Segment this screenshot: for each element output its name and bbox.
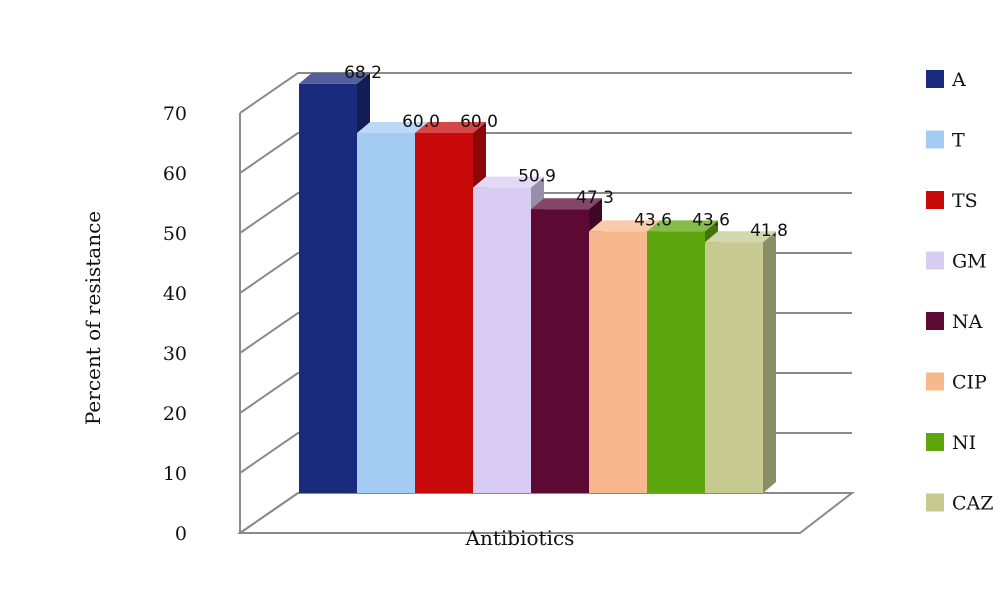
- bar-front: [647, 231, 705, 493]
- legend-item-ni: NI: [926, 432, 976, 454]
- gridline: [239, 132, 852, 174]
- bar-top: [705, 231, 776, 243]
- y-tick-label: 10: [163, 463, 187, 485]
- legend-item-t: T: [926, 130, 965, 152]
- legend-label: NI: [952, 432, 976, 454]
- legend-label: TS: [952, 190, 978, 212]
- y-axis-ticks: 0 10 20 30 40 50 60 70: [163, 103, 187, 545]
- legend-label: CIP: [952, 372, 987, 394]
- bar-front: [357, 133, 415, 493]
- y-tick-label: 70: [163, 103, 187, 125]
- legend-swatch: [926, 493, 944, 512]
- y-tick-label: 60: [163, 163, 187, 185]
- bar-front: [705, 242, 763, 493]
- y-tick-label: 40: [163, 283, 187, 305]
- gridline: [239, 72, 852, 114]
- floor-outline: [236, 492, 855, 534]
- gridlines: [236, 72, 855, 534]
- data-label-a: 68.2: [344, 63, 382, 83]
- bar-front: [415, 133, 473, 493]
- bar-top: [415, 122, 486, 133]
- legend-item-caz: CAZ: [926, 493, 993, 515]
- legend: A T TS GM NA CIP NI CAZ: [926, 69, 993, 515]
- bar-top: [473, 176, 544, 188]
- legend-item-ts: TS: [926, 190, 978, 212]
- legend-label: CAZ: [952, 493, 993, 515]
- legend-item-na: NA: [926, 311, 983, 333]
- data-label-caz: 41.8: [750, 221, 788, 241]
- y-tick-label: 20: [163, 403, 187, 425]
- y-tick-label: 30: [163, 343, 187, 365]
- legend-swatch: [926, 251, 944, 270]
- legend-swatch: [926, 312, 944, 330]
- bar-front: [473, 187, 531, 493]
- y-tick-label: 0: [175, 523, 187, 545]
- legend-label: T: [952, 130, 965, 152]
- legend-swatch: [926, 130, 944, 149]
- legend-label: GM: [952, 251, 987, 273]
- bar-front: [299, 83, 357, 494]
- bar-top: [531, 198, 602, 210]
- legend-label: NA: [952, 311, 983, 333]
- y-axis-title: Percent of resistance: [81, 211, 105, 425]
- bar-front: [531, 209, 589, 493]
- bar-cip: [589, 220, 660, 493]
- bar-top: [357, 122, 428, 133]
- bar-front: [589, 231, 647, 493]
- x-axis-title: Antibiotics: [465, 526, 575, 550]
- data-label-na: 47.3: [576, 188, 614, 208]
- legend-label: A: [951, 69, 966, 91]
- data-label-ts: 60.0: [460, 112, 498, 132]
- legend-swatch: [926, 191, 944, 209]
- data-label-cip: 43.6: [634, 210, 672, 230]
- y-tick-label: 50: [163, 223, 187, 245]
- data-labels: 68.2 60.0 60.0 50.9 47.3 43.6 43.6 41.8: [344, 63, 788, 241]
- data-label-ni: 43.6: [692, 210, 730, 230]
- bar-top: [589, 220, 660, 232]
- legend-item-a: A: [926, 69, 966, 91]
- gridline: [239, 192, 852, 234]
- data-label-gm: 50.9: [518, 167, 556, 187]
- legend-item-gm: GM: [926, 251, 987, 273]
- bars: [299, 72, 776, 494]
- data-label-t: 60.0: [402, 112, 440, 132]
- bar-top: [299, 72, 370, 84]
- legend-swatch: [926, 70, 944, 88]
- legend-item-cip: CIP: [926, 372, 987, 394]
- bar-caz: [705, 231, 776, 493]
- bar-top: [647, 220, 718, 232]
- legend-swatch: [926, 372, 944, 391]
- bar-side: [763, 231, 776, 493]
- legend-swatch: [926, 433, 944, 451]
